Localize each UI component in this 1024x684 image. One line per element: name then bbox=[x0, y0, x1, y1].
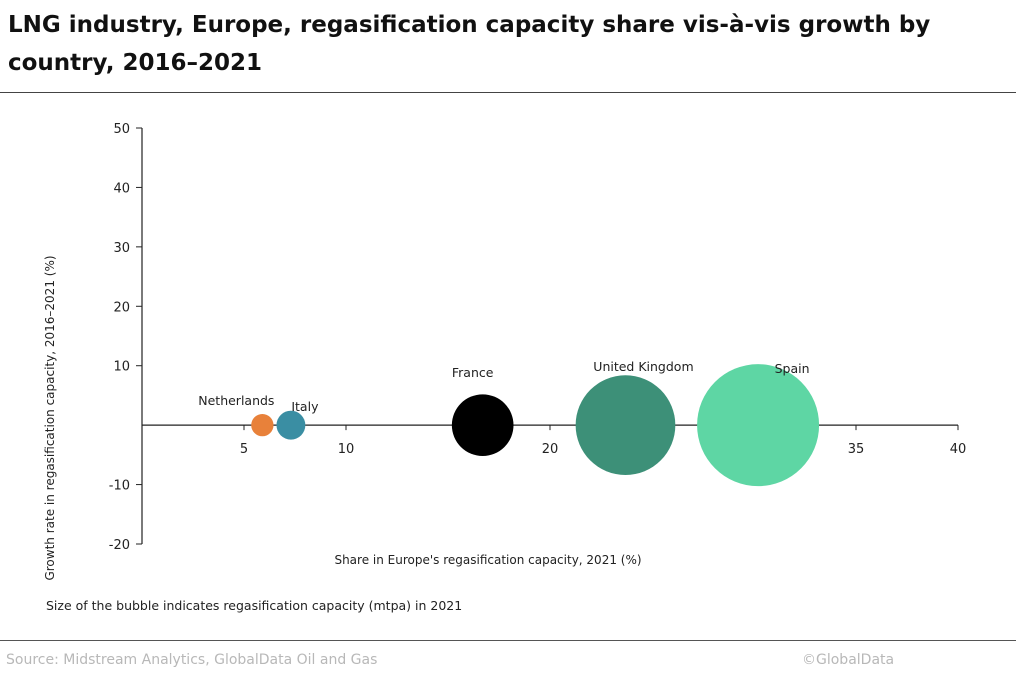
x-tick-label: 10 bbox=[338, 442, 355, 457]
chart-bubbles bbox=[251, 364, 820, 487]
y-tick-label: 10 bbox=[113, 360, 130, 375]
x-tick-label: 40 bbox=[950, 442, 967, 457]
bubble-label-netherlands: Netherlands bbox=[198, 393, 274, 408]
bubble-label-france: France bbox=[452, 365, 494, 380]
footer-divider bbox=[0, 640, 1016, 641]
bubble-france bbox=[451, 394, 514, 456]
bubble-spain bbox=[697, 364, 820, 487]
copyright-text: ©GlobalData bbox=[802, 652, 895, 668]
y-tick-label: -10 bbox=[109, 479, 130, 494]
chart-title: LNG industry, Europe, regasification cap… bbox=[8, 12, 931, 76]
bubble-label-italy: Italy bbox=[291, 399, 319, 414]
y-tick-label: 50 bbox=[113, 122, 130, 137]
x-tick-label: 20 bbox=[542, 442, 559, 457]
x-tick-label: 5 bbox=[240, 442, 248, 457]
bubble-label-spain: Spain bbox=[775, 361, 810, 376]
y-tick-label: -20 bbox=[109, 538, 130, 553]
bubble-united-kingdom bbox=[575, 375, 676, 475]
bubble-netherlands bbox=[251, 413, 274, 437]
title-divider bbox=[0, 92, 1016, 93]
x-axis-title: Share in Europe's regasification capacit… bbox=[334, 553, 641, 567]
chart-bubble-labels: Netherlands Italy France United Kingdom Spai… bbox=[198, 359, 809, 414]
bubble-size-note: Size of the bubble indicates regasificat… bbox=[46, 598, 463, 613]
y-tick-label: 40 bbox=[113, 181, 130, 196]
y-tick-label: 30 bbox=[113, 241, 130, 256]
y-tick-label: 20 bbox=[113, 300, 130, 315]
source-text: Source: Midstream Analytics, GlobalData … bbox=[6, 652, 378, 668]
bubble-label-united-kingdom: United Kingdom bbox=[593, 359, 693, 374]
x-tick-label: 35 bbox=[848, 442, 865, 457]
bubble-italy bbox=[276, 410, 306, 440]
y-axis-title: Growth rate in regasification capacity, … bbox=[43, 255, 57, 580]
